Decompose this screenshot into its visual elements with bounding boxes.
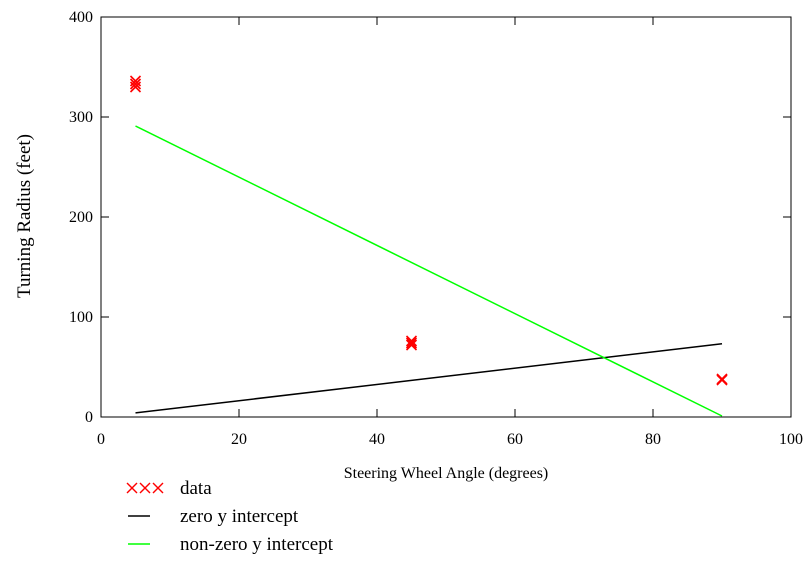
data-point [405, 335, 418, 347]
legend-entry: data [126, 478, 212, 499]
x-tick-label: 20 [231, 431, 247, 448]
legend-entry: non-zero y intercept [128, 534, 334, 555]
series-line-zero-y-intercept [135, 343, 723, 414]
y-tick-label: 200 [69, 209, 93, 226]
y-tick-labels: 0 100 200 300 400 [69, 9, 93, 426]
legend-marker [152, 482, 164, 494]
data-point [129, 78, 142, 90]
y-tick-label: 0 [85, 409, 93, 426]
axis-ticks [101, 17, 791, 417]
x-tick-label: 40 [369, 431, 385, 448]
data-point [716, 373, 728, 385]
legend: data zero y intercept non-zero y intercept [126, 478, 334, 555]
x-tick-label: 100 [779, 431, 803, 448]
series-line-non-zero-y-intercept [135, 125, 723, 417]
y-tick-label: 100 [69, 309, 93, 326]
series-lines [135, 125, 723, 417]
legend-label: data [180, 478, 212, 499]
x-tick-label: 0 [97, 431, 105, 448]
y-tick-label: 300 [69, 109, 93, 126]
x-tick-label: 60 [507, 431, 523, 448]
data-point [129, 75, 142, 87]
legend-label: non-zero y intercept [180, 534, 334, 555]
y-tick-label: 400 [69, 9, 93, 26]
x-tick-label: 80 [645, 431, 661, 448]
legend-label: zero y intercept [180, 506, 299, 527]
y-axis-title: Turning Radius (feet) [14, 134, 35, 298]
x-axis-title: Steering Wheel Angle (degrees) [344, 465, 549, 482]
data-points [129, 75, 728, 386]
legend-marker [139, 482, 151, 494]
data-point [405, 339, 418, 351]
data-point [405, 337, 418, 349]
x-tick-labels: 0 20 40 60 80 100 [97, 431, 803, 448]
legend-marker [126, 482, 138, 494]
plot-area [100, 16, 792, 418]
legend-entry: zero y intercept [128, 506, 299, 527]
